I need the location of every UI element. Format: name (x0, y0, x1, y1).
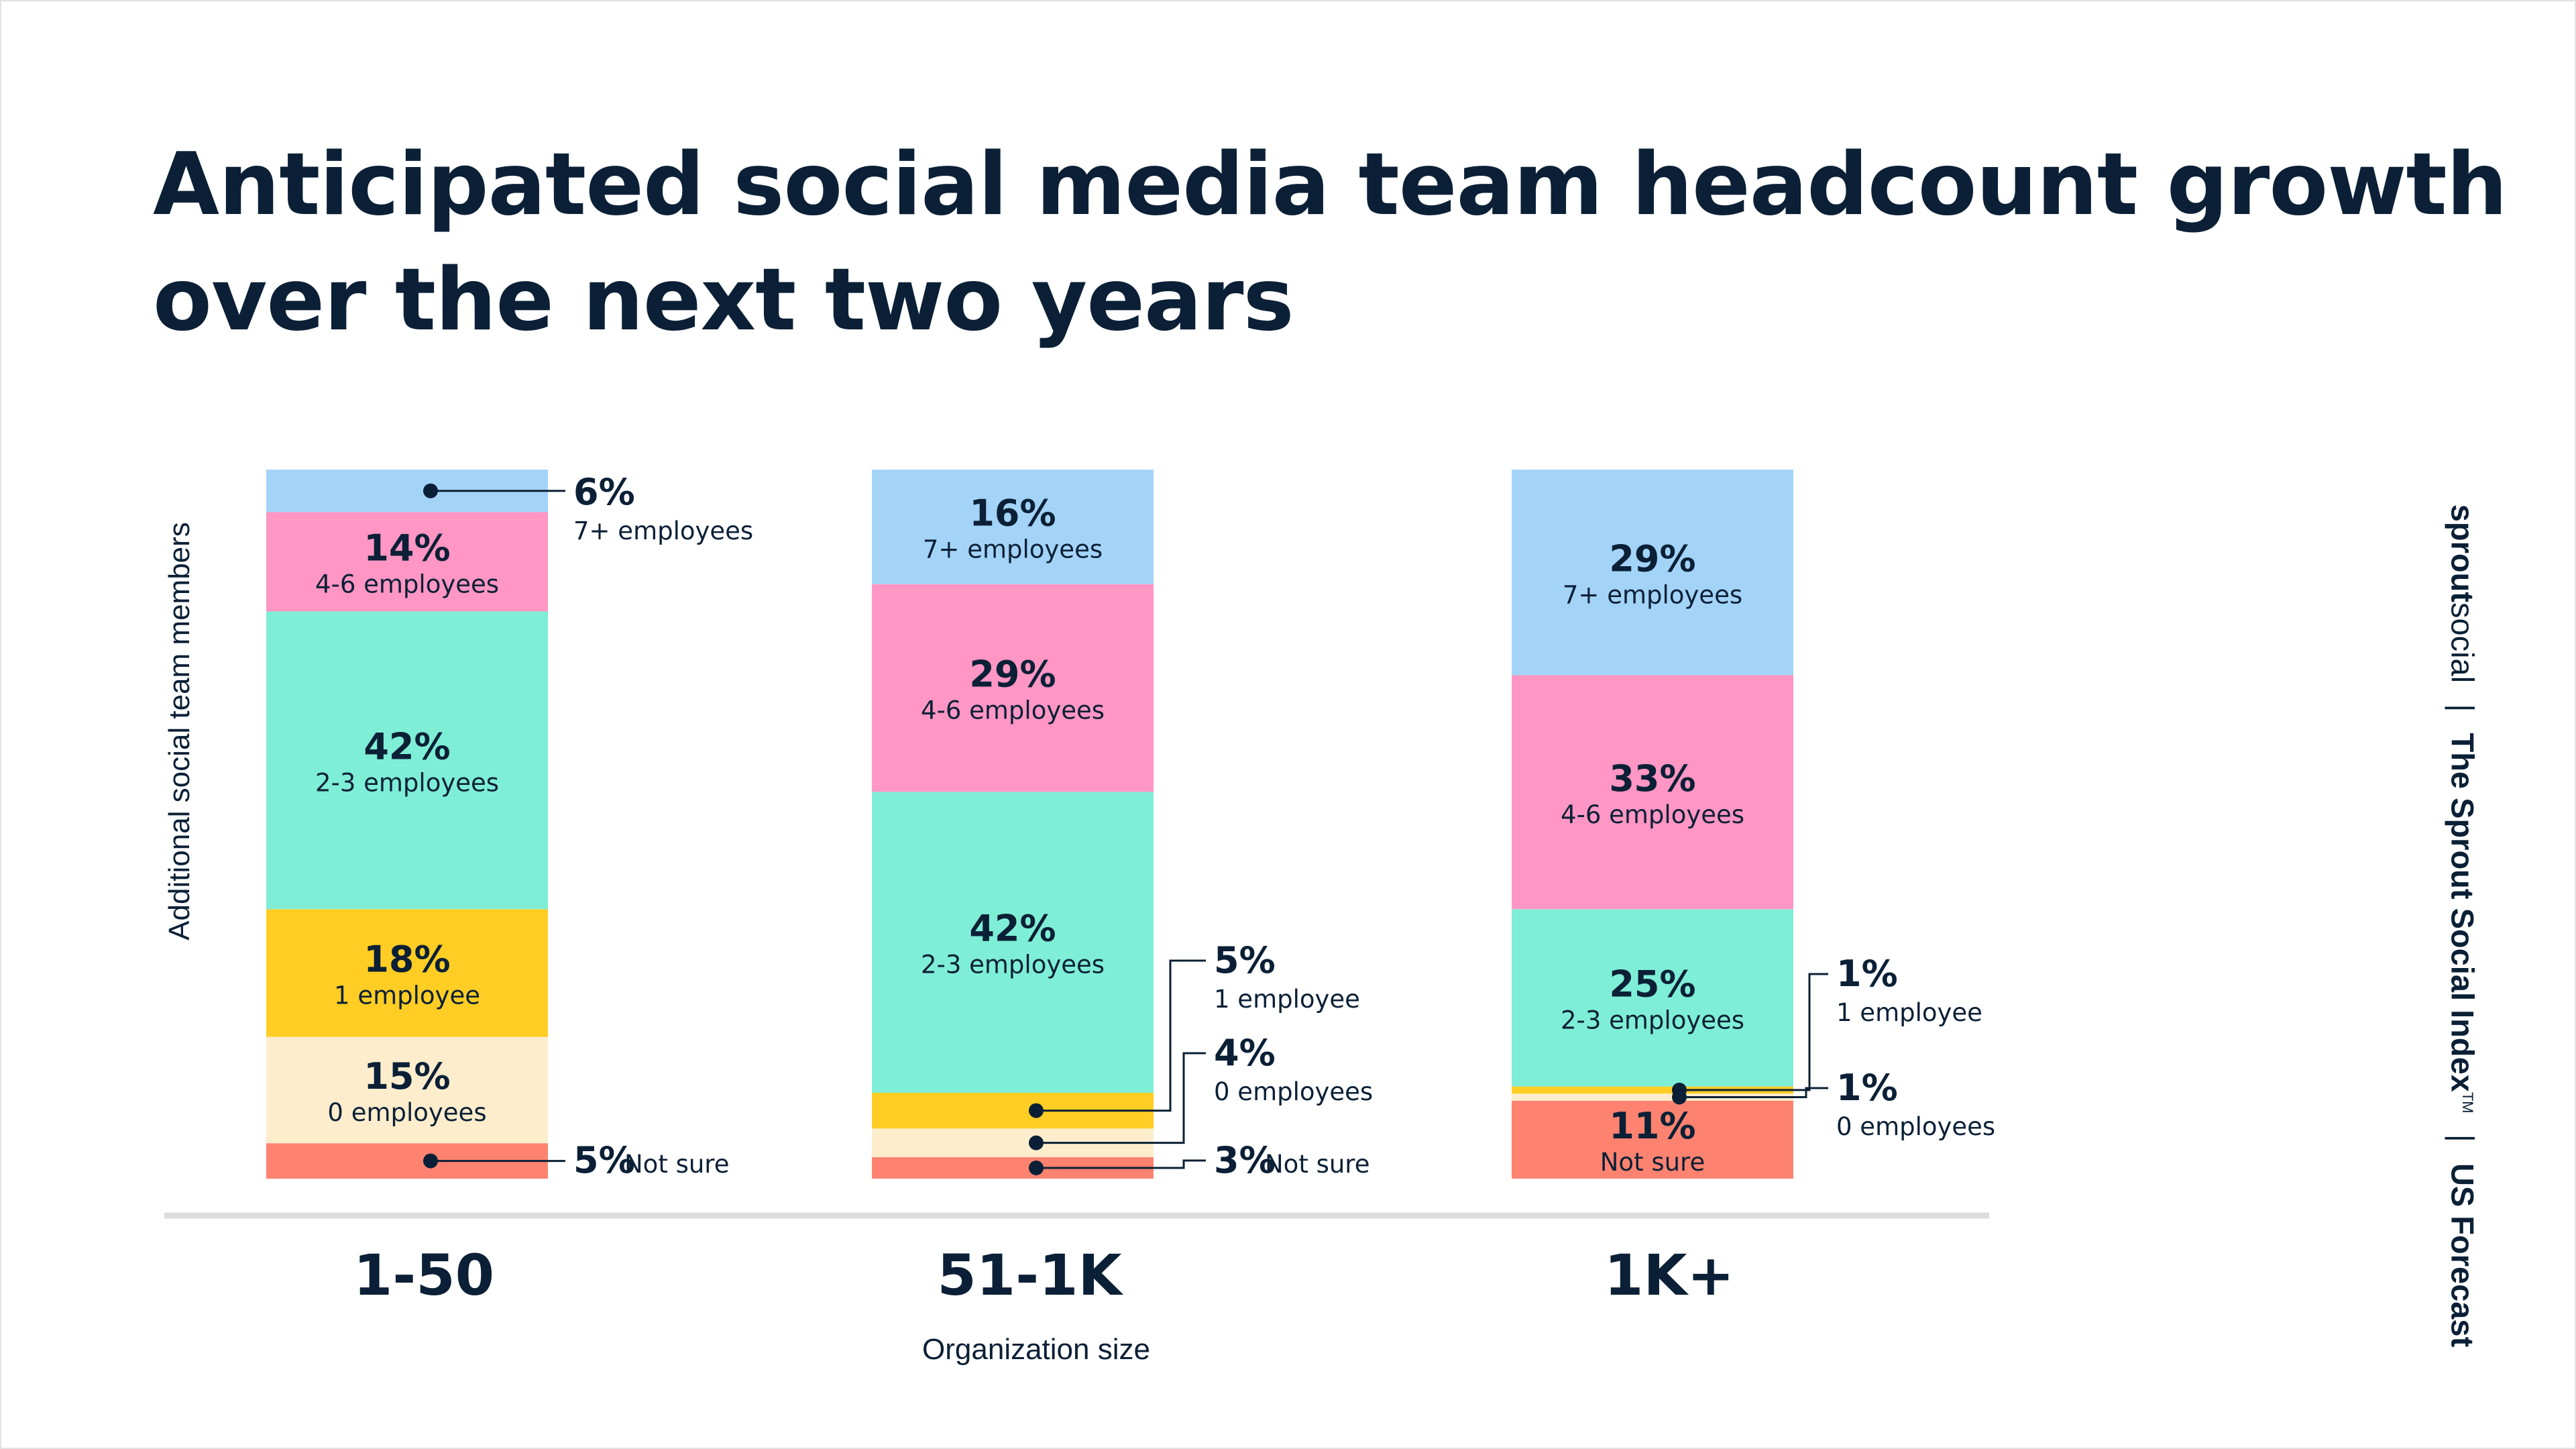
data-label-1k-7-employees-value: 29% (1609, 537, 1695, 580)
data-label-1k-1-employee-leader-line (1679, 973, 1828, 1091)
bar-segment-1k-4-6-employees (1512, 675, 1793, 910)
data-label-1-50-0-employees-category: 0 employees (327, 1098, 486, 1127)
bar-segment-1k-0-employees (1512, 1093, 1793, 1101)
data-label-1k-0-employees-leader-line (1679, 1087, 1828, 1098)
data-label-51-1k-2-3-employees-category: 2-3 employees (921, 951, 1105, 979)
bar-segment-1k-7-employees (1512, 470, 1793, 676)
bar-segment-51-1k-4-6-employees (872, 584, 1154, 792)
bar-segment-1k-1-employee (1512, 1086, 1793, 1094)
x-axis-label: Organization size (922, 1333, 1150, 1366)
bar-segment-1k-not-sure (1512, 1100, 1793, 1179)
data-label-51-1k-4-6-employees-category: 4-6 employees (921, 696, 1105, 725)
data-label-1k-0-employees-value: 1% (1836, 1067, 1898, 1109)
data-label-1-50-4-6-employees-value: 14% (363, 527, 450, 569)
data-label-51-1k-2-3-employees-value: 42% (969, 908, 1056, 950)
data-label-1k-2-3-employees-value: 25% (1609, 963, 1695, 1005)
bar-segment-1-50-1-employee (266, 909, 548, 1037)
data-label-1k-1-employee-value: 1% (1836, 953, 1898, 995)
data-label-51-1k-7-employees-category: 7+ employees (923, 535, 1103, 564)
bar-segment-1k-2-3-employees (1512, 909, 1793, 1087)
data-label-51-1k-1-employee-value: 5% (1214, 939, 1276, 981)
brand-separator-2: | (2445, 1134, 2481, 1142)
data-label-1k-4-6-employees-category: 4-6 employees (1561, 800, 1744, 829)
data-label-1-50-not-sure-category: Not sure (624, 1150, 729, 1179)
data-label-1-50-1-employee-value: 18% (363, 938, 450, 980)
brand-region: US Forecast (2445, 1163, 2481, 1348)
data-label-1k-not-sure-value: 11% (1609, 1105, 1695, 1147)
brand-report-name: The Sprout Social Index (2445, 733, 2481, 1092)
bar-segment-1-50-0-employees (266, 1036, 548, 1144)
bar-segment-51-1k-7-employees (872, 470, 1154, 584)
data-label-1k-4-6-employees-value: 33% (1609, 757, 1695, 800)
data-label-1-50-4-6-employees-category: 4-6 employees (315, 570, 499, 598)
data-label-51-1k-1-employee-leader-line (1036, 959, 1206, 1112)
data-label-51-1k-0-employees-leader-line (1036, 1052, 1206, 1144)
data-label-1-50-0-employees-value: 15% (363, 1055, 450, 1097)
data-label-1-50-7-employees-value: 6% (573, 471, 635, 513)
bar-segment-1-50-2-3-employees (266, 611, 548, 910)
data-label-51-1k-1-employee-category: 1 employee (1214, 985, 1360, 1014)
data-label-1k-2-3-employees-category: 2-3 employees (1561, 1006, 1744, 1034)
x-tick-label-51-1k: 51-1K (937, 1242, 1123, 1308)
data-label-51-1k-not-sure-value: 3% (1214, 1139, 1276, 1181)
data-label-51-1k-0-employees-category: 0 employees (1214, 1077, 1373, 1106)
x-tick-label-1-50: 1-50 (353, 1242, 494, 1308)
data-label-51-1k-7-employees-value: 16% (969, 492, 1056, 534)
y-axis-label: Additional social team members (163, 522, 196, 941)
data-label-51-1k-4-6-employees-value: 29% (969, 653, 1056, 696)
data-label-1-50-2-3-employees-value: 42% (363, 725, 450, 767)
brand-trademark: TM (2459, 1091, 2477, 1114)
data-label-1k-1-employee-category: 1 employee (1836, 998, 1982, 1027)
data-label-51-1k-not-sure-category: Not sure (1265, 1150, 1369, 1179)
data-label-1k-0-employees-category: 0 employees (1836, 1112, 1995, 1141)
brand-footer: sproutsocial | The Sprout Social IndexTM… (2445, 490, 2481, 1362)
data-label-1-50-7-employees-category: 7+ employees (573, 517, 753, 545)
data-label-51-1k-0-employees-value: 4% (1214, 1032, 1276, 1074)
brand-separator-1: | (2445, 704, 2481, 712)
data-label-1-50-1-employee-category: 1 employee (334, 981, 480, 1010)
title-line-2: over the next two years (153, 250, 1294, 350)
bar-segment-1-50-4-6-employees (266, 512, 548, 612)
title-line-1: Anticipated social media team headcount … (153, 135, 2508, 235)
data-label-1-50-2-3-employees-category: 2-3 employees (315, 768, 499, 797)
bar-segment-51-1k-2-3-employees (872, 792, 1154, 1093)
brand-logo-social: social (2445, 602, 2481, 684)
data-label-1k-not-sure-category: Not sure (1600, 1148, 1705, 1177)
brand-logo-sprout: sprout (2445, 504, 2481, 602)
data-label-1-50-not-sure-value: 5% (573, 1139, 635, 1181)
chart-title: Anticipated social media team headcount … (153, 127, 2508, 358)
data-label-51-1k-not-sure-leader-line (1036, 1159, 1206, 1169)
x-tick-label-1k: 1K+ (1604, 1242, 1734, 1308)
data-label-1k-7-employees-category: 7+ employees (1563, 580, 1742, 609)
